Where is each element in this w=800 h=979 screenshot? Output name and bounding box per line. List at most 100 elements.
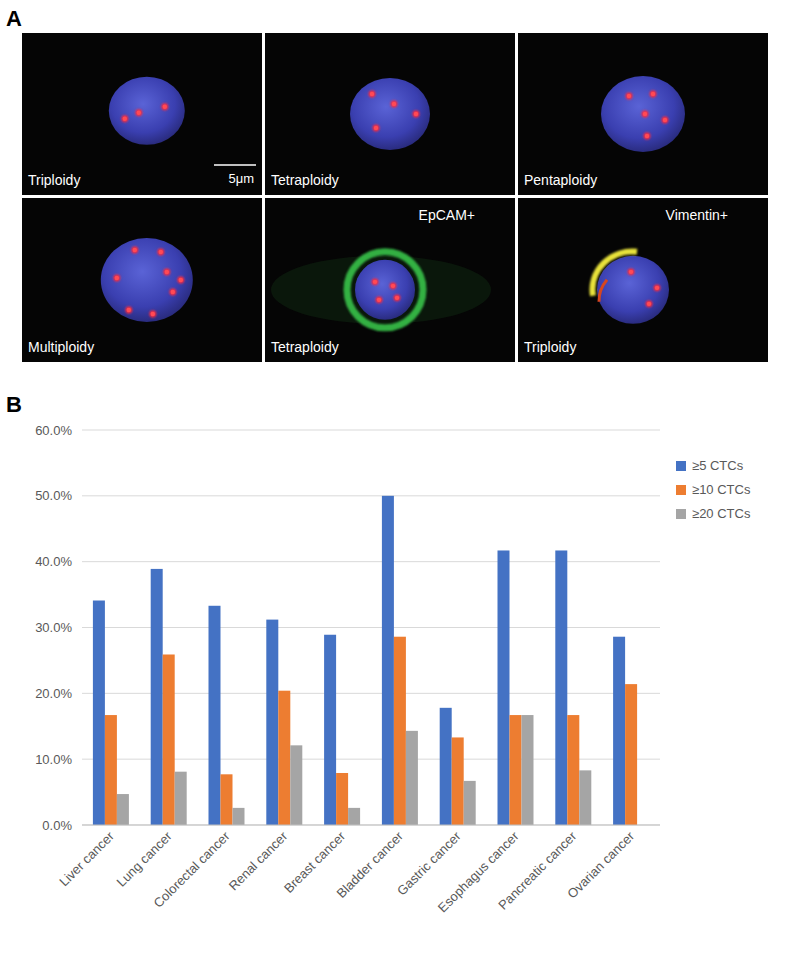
- micrograph: Multiploidy: [22, 198, 262, 362]
- fish-signal: [626, 93, 633, 100]
- fish-signal: [372, 278, 379, 285]
- fish-signal: [650, 91, 657, 98]
- bar: [151, 569, 163, 825]
- fish-signal: [179, 278, 183, 282]
- image-label: Tetraploidy: [271, 172, 339, 188]
- grid-line: [82, 825, 660, 826]
- fish-signal: [123, 117, 127, 121]
- fish-signal: [163, 105, 167, 109]
- bar: [406, 731, 418, 825]
- fish-signal: [159, 250, 163, 254]
- fish-signal: [645, 134, 649, 138]
- fish-signal: [629, 270, 633, 274]
- nucleus: [101, 238, 193, 322]
- bar: [117, 794, 129, 825]
- bar: [464, 781, 476, 825]
- panel-label: A: [6, 6, 22, 31]
- fish-signal: [125, 307, 132, 314]
- fish-signal: [149, 311, 156, 318]
- legend-swatch: [676, 509, 686, 519]
- fish-signal: [171, 290, 175, 294]
- bar: [278, 691, 290, 825]
- membrane-stain: [592, 252, 637, 296]
- fish-signal: [131, 247, 138, 254]
- fish-signal: [655, 286, 659, 290]
- micrograph-bg: [518, 198, 768, 362]
- fish-signal: [373, 125, 380, 132]
- fish-signal: [644, 133, 651, 140]
- fish-signal: [391, 284, 395, 288]
- x-tick-label: Liver cancer: [56, 828, 117, 889]
- image-label: Triploidy: [524, 339, 576, 355]
- fish-signal: [161, 103, 168, 110]
- membrane-stain: [599, 280, 607, 302]
- legend-swatch: [676, 461, 686, 471]
- bar: [579, 770, 591, 825]
- scale-bar: [214, 164, 256, 166]
- bar: [348, 808, 360, 825]
- bar: [221, 774, 233, 825]
- x-tick-label: Ovarian cancer: [564, 828, 637, 901]
- legend-label: ≥20 CTCs: [692, 506, 751, 521]
- bars: [93, 496, 637, 825]
- panel-a: Triploidy5μmTetraploidyPentaploidyMultip…: [22, 33, 768, 362]
- bar: [209, 606, 221, 825]
- x-tick-label: Pancreatic cancer: [495, 828, 580, 913]
- micrograph: Tetraploidy: [265, 33, 515, 195]
- fish-signal: [628, 268, 635, 275]
- image-label: Pentaploidy: [524, 172, 597, 188]
- fish-signal: [627, 94, 631, 98]
- bar: [555, 550, 567, 825]
- fish-signal: [414, 112, 418, 116]
- fish-signal: [113, 275, 120, 282]
- fish-signal: [376, 296, 383, 303]
- fish-signal: [133, 248, 137, 252]
- figure-svg: ATriploidy5μmTetraploidyPentaploidyMulti…: [0, 0, 800, 979]
- legend-label: ≥5 CTCs: [692, 458, 744, 473]
- micrograph-bg: [22, 198, 262, 362]
- x-tick-label: Renal cancer: [226, 828, 291, 893]
- bar: [613, 637, 625, 825]
- bar: [498, 550, 510, 825]
- fish-signal: [127, 308, 131, 312]
- bar: [175, 772, 187, 825]
- micrograph: Triploidy Vimentin+: [518, 198, 768, 362]
- fish-signal: [646, 300, 653, 307]
- grid-line: [82, 561, 660, 562]
- background-stain: [271, 256, 491, 324]
- fish-signal: [370, 92, 374, 96]
- stain-label: Vimentin+: [666, 207, 728, 223]
- bar: [336, 773, 348, 825]
- bar: [440, 708, 452, 825]
- fish-signal: [163, 269, 170, 276]
- fish-signal: [369, 91, 376, 98]
- fish-signal: [151, 312, 155, 316]
- bar: [93, 601, 105, 825]
- bar: [625, 684, 637, 825]
- micrograph-bg: [265, 33, 515, 195]
- grid-line: [82, 495, 660, 496]
- nucleus: [109, 77, 185, 145]
- bar: [382, 496, 394, 825]
- image-label: Triploidy: [28, 172, 80, 188]
- fish-signal: [115, 276, 119, 280]
- bar: [522, 715, 534, 825]
- bar: [290, 745, 302, 825]
- micrograph-bg: [518, 33, 768, 195]
- fish-signal: [643, 112, 647, 116]
- figure: ATriploidy5μmTetraploidyPentaploidyMulti…: [0, 0, 800, 979]
- x-tick-label: Lung cancer: [114, 828, 176, 890]
- fish-signal: [651, 92, 655, 96]
- image-label: Tetraploidy: [271, 339, 339, 355]
- bar: [510, 715, 522, 825]
- micrograph-bg: [265, 198, 515, 362]
- legend: ≥5 CTCs≥10 CTCs≥20 CTCs: [676, 458, 751, 521]
- y-tick-label: 20.0%: [35, 686, 72, 701]
- fish-signal: [390, 282, 397, 289]
- stain-label: EpCAM+: [419, 207, 475, 223]
- fish-signal: [374, 126, 378, 130]
- bar: [567, 715, 579, 825]
- fish-signal: [121, 115, 128, 122]
- nucleus: [597, 256, 669, 324]
- y-tick-label: 30.0%: [35, 620, 72, 635]
